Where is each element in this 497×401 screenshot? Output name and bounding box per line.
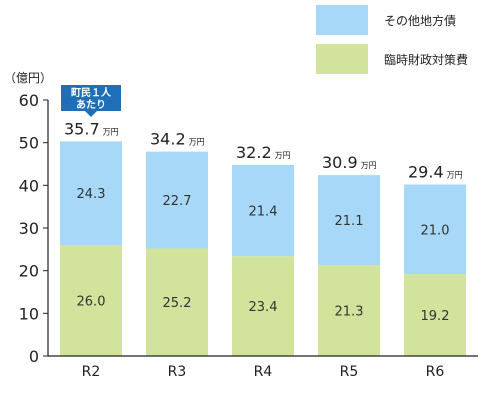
value-label-R4-series-1: 21.4 (249, 205, 278, 220)
value-label-R4-series-0: 23.4 (249, 300, 278, 315)
per-capita-label-R6: 29.4 万円 (408, 162, 463, 181)
x-tick-label-R2: R2 (82, 364, 101, 380)
y-tick-label-2: 20 (19, 262, 39, 281)
per-capita-label-R4: 32.2 万円 (236, 143, 291, 162)
per-capita-badge-line-1: 町民１人 (71, 86, 112, 99)
value-label-R5-series-1: 21.1 (335, 214, 364, 229)
value-label-R2-series-0: 26.0 (77, 295, 106, 310)
value-label-R6-series-0: 19.2 (421, 309, 450, 324)
bar-R4-series-0 (232, 256, 294, 356)
per-capita-badge-line-2: あたり (76, 98, 106, 111)
bar-R2-series-0 (60, 245, 122, 356)
x-tick-label-R4: R4 (254, 364, 273, 380)
bar-R6-series-1 (404, 184, 466, 275)
per-capita-badge (61, 85, 121, 117)
bar-R3-series-0 (146, 248, 208, 356)
x-tick-label-R6: R6 (426, 364, 445, 380)
y-tick-label-1: 10 (19, 304, 39, 323)
legend-label-1: 臨時財政対策費 (384, 52, 468, 67)
y-tick-label-0: 0 (29, 347, 39, 366)
value-label-R2-series-1: 24.3 (77, 187, 106, 202)
per-capita-label-R2: 35.7 万円 (64, 119, 119, 138)
legend-swatch-0 (316, 5, 368, 35)
y-unit-label: （億円） (4, 71, 52, 85)
legend-swatch-1 (316, 44, 368, 74)
bar-R2-series-1 (60, 141, 122, 246)
y-tick-label-6: 60 (19, 91, 39, 110)
value-label-R5-series-0: 21.3 (335, 305, 364, 320)
y-tick-label-5: 50 (19, 134, 39, 153)
value-label-R3-series-0: 25.2 (163, 296, 192, 311)
y-tick-label-4: 40 (19, 176, 39, 195)
y-tick-label-3: 30 (19, 219, 39, 238)
bar-R5-series-1 (318, 175, 380, 266)
value-label-R3-series-1: 22.7 (163, 194, 192, 209)
bar-R5-series-0 (318, 265, 380, 356)
per-capita-label-R5: 30.9 万円 (322, 153, 377, 172)
value-label-R6-series-1: 21.0 (421, 223, 450, 238)
per-capita-label-R3: 34.2 万円 (150, 130, 205, 149)
x-tick-label-R3: R3 (168, 364, 187, 380)
bar-R6-series-0 (404, 274, 466, 356)
bar-R3-series-1 (146, 151, 208, 249)
x-tick-label-R5: R5 (340, 364, 359, 380)
legend-label-0: その他地方債 (384, 13, 456, 28)
bar-R4-series-1 (232, 164, 294, 257)
